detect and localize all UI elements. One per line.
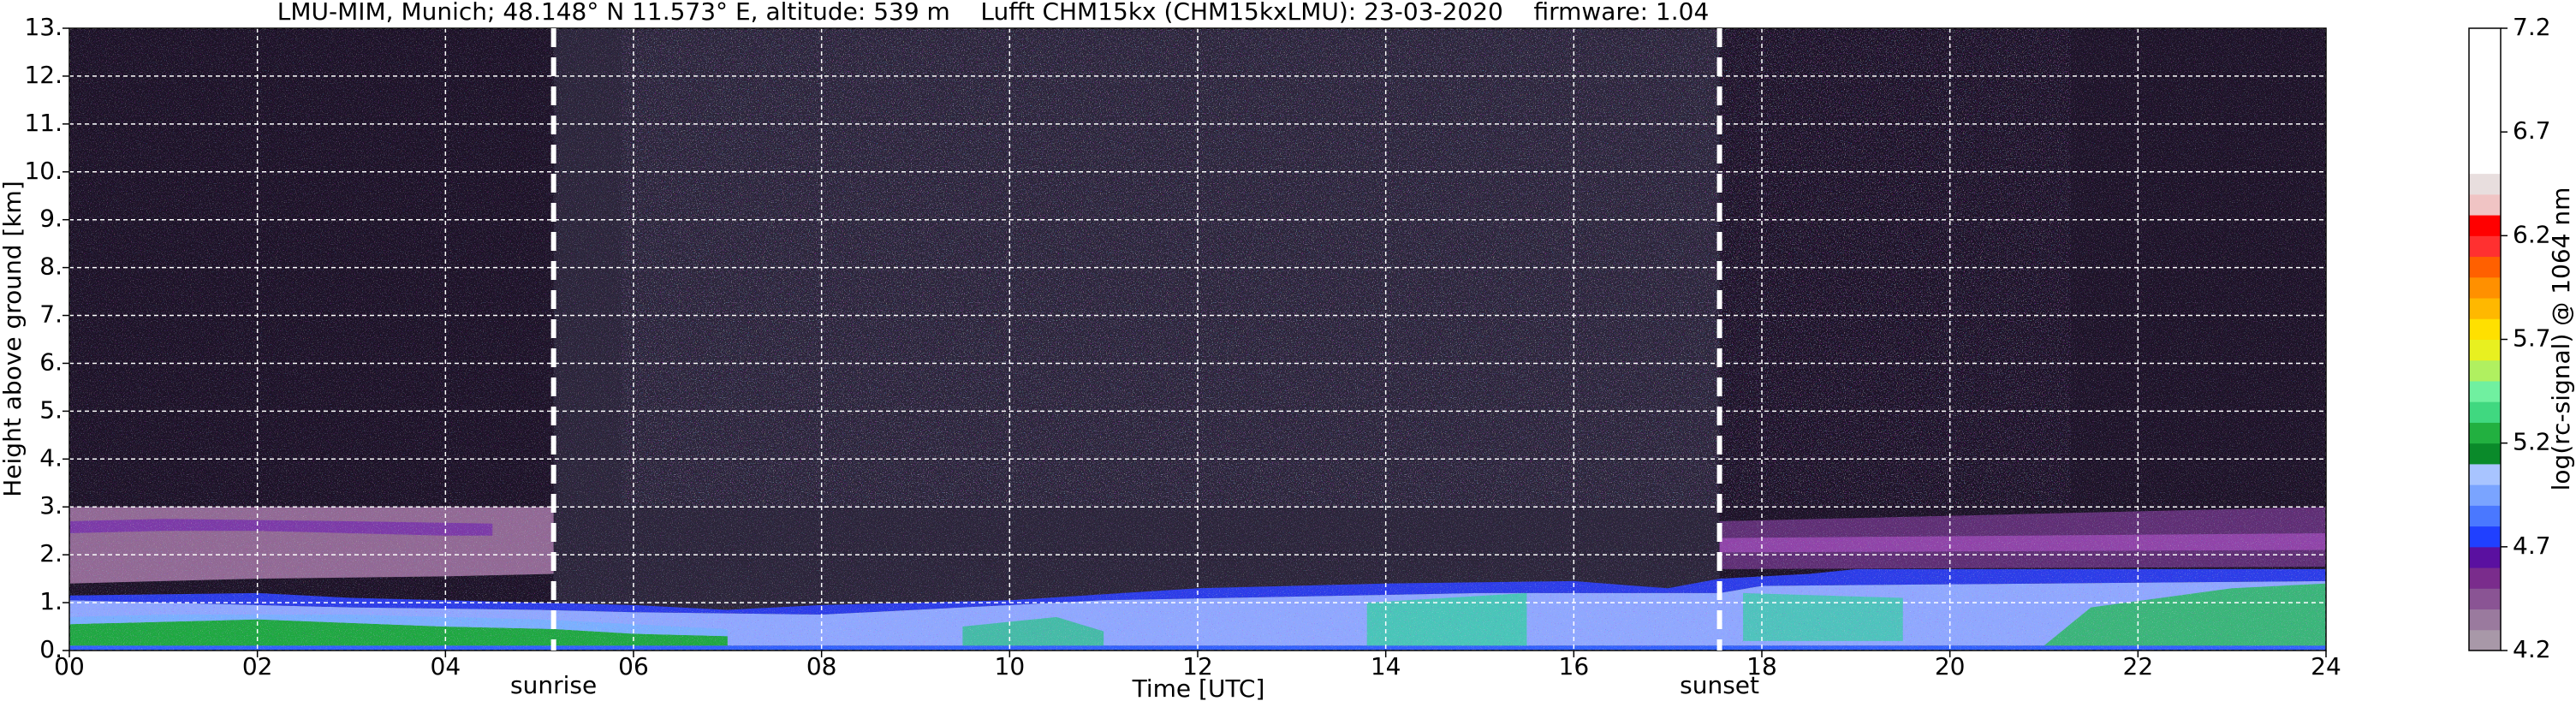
x-tick-label: 14 xyxy=(1371,652,1401,680)
colorbar-bin xyxy=(2469,505,2501,527)
y-tick-label: 1. xyxy=(39,587,62,615)
x-axis-label: Time [UTC] xyxy=(1132,674,1265,703)
noise-overlay-day xyxy=(622,28,2071,508)
x-tick-label: 08 xyxy=(806,652,837,680)
colorbar-bin xyxy=(2469,401,2501,423)
colorbar-bin xyxy=(2469,629,2501,651)
x-tick-label: 20 xyxy=(1935,652,1966,680)
colorbar-bin xyxy=(2469,69,2501,92)
colorbar-bin xyxy=(2469,422,2501,444)
y-tick-label: 7. xyxy=(39,300,62,329)
colorbar-bin xyxy=(2469,359,2501,382)
y-tick-label: 3. xyxy=(39,491,62,520)
y-tick-label: 6. xyxy=(39,348,62,376)
y-tick-label: 12. xyxy=(24,61,62,89)
y-axis-label: Height above ground [km] xyxy=(0,181,27,497)
x-tick-label: 10 xyxy=(995,652,1026,680)
x-tick-label: 22 xyxy=(2123,652,2154,680)
colorbar-tick-label: 4.7 xyxy=(2513,532,2551,560)
colorbar-bin xyxy=(2469,132,2501,153)
x-tick-label: 06 xyxy=(618,652,649,680)
colorbar-bin xyxy=(2469,49,2501,70)
colorbar-bin xyxy=(2469,526,2501,548)
colorbar-bin xyxy=(2469,235,2501,258)
colorbar-bin xyxy=(2469,546,2501,568)
y-tick-label: 2. xyxy=(39,539,62,567)
colorbar-label: log(rc-signal) @ 1064 nm xyxy=(2547,187,2575,491)
y-tick-label: 13. xyxy=(24,13,62,41)
colorbar-tick-label: 6.2 xyxy=(2513,220,2551,248)
colorbar-bin xyxy=(2469,28,2501,50)
colorbar-bin xyxy=(2469,567,2501,589)
y-tick-label: 9. xyxy=(39,205,62,233)
colorbar-bin xyxy=(2469,463,2501,485)
colorbar-bin xyxy=(2469,484,2501,506)
colorbar-bin xyxy=(2469,193,2501,216)
colorbar-tick-label: 7.2 xyxy=(2513,13,2551,41)
colorbar-bin xyxy=(2469,588,2501,610)
x-tick-label: 24 xyxy=(2311,652,2341,680)
annotation-label: sunrise xyxy=(510,671,597,699)
colorbar-bin xyxy=(2469,276,2501,299)
colorbar-tick-label: 6.7 xyxy=(2513,116,2551,145)
y-tick-label: 11. xyxy=(24,109,62,137)
colorbar-bin xyxy=(2469,318,2501,340)
colorbar-bin xyxy=(2469,380,2501,402)
colorbar-bin xyxy=(2469,256,2501,278)
colorbar-bin xyxy=(2469,110,2501,133)
colorbar-bin xyxy=(2469,298,2501,319)
colorbar-tick-label: 5.2 xyxy=(2513,428,2551,456)
x-tick-label: 00 xyxy=(54,652,85,680)
colorbar-tick-label: 5.7 xyxy=(2513,324,2551,353)
chart-title: LMU-MIM, Munich; 48.148° N 11.573° E, al… xyxy=(277,0,1710,26)
colorbar-bin xyxy=(2469,90,2501,112)
x-tick-label: 04 xyxy=(431,652,461,680)
x-tick-label: 18 xyxy=(1746,652,1777,680)
colorbar-bin xyxy=(2469,215,2501,236)
y-tick-label: 5. xyxy=(39,395,62,424)
colorbar-bin xyxy=(2469,173,2501,195)
x-tick-label: 02 xyxy=(242,652,273,680)
colorbar-bin xyxy=(2469,609,2501,631)
colorbar-bin xyxy=(2469,339,2501,361)
y-tick-label: 0. xyxy=(39,635,62,663)
colorbar-bin xyxy=(2469,152,2501,175)
x-tick-label: 16 xyxy=(1559,652,1590,680)
colorbar-bin xyxy=(2469,443,2501,465)
y-tick-label: 8. xyxy=(39,253,62,281)
y-tick-label: 4. xyxy=(39,443,62,472)
colorbar-tick-label: 4.2 xyxy=(2513,635,2551,663)
x-tick-label: 12 xyxy=(1182,652,1213,680)
annotation-label: sunset xyxy=(1680,671,1759,699)
y-tick-label: 10. xyxy=(24,157,62,185)
